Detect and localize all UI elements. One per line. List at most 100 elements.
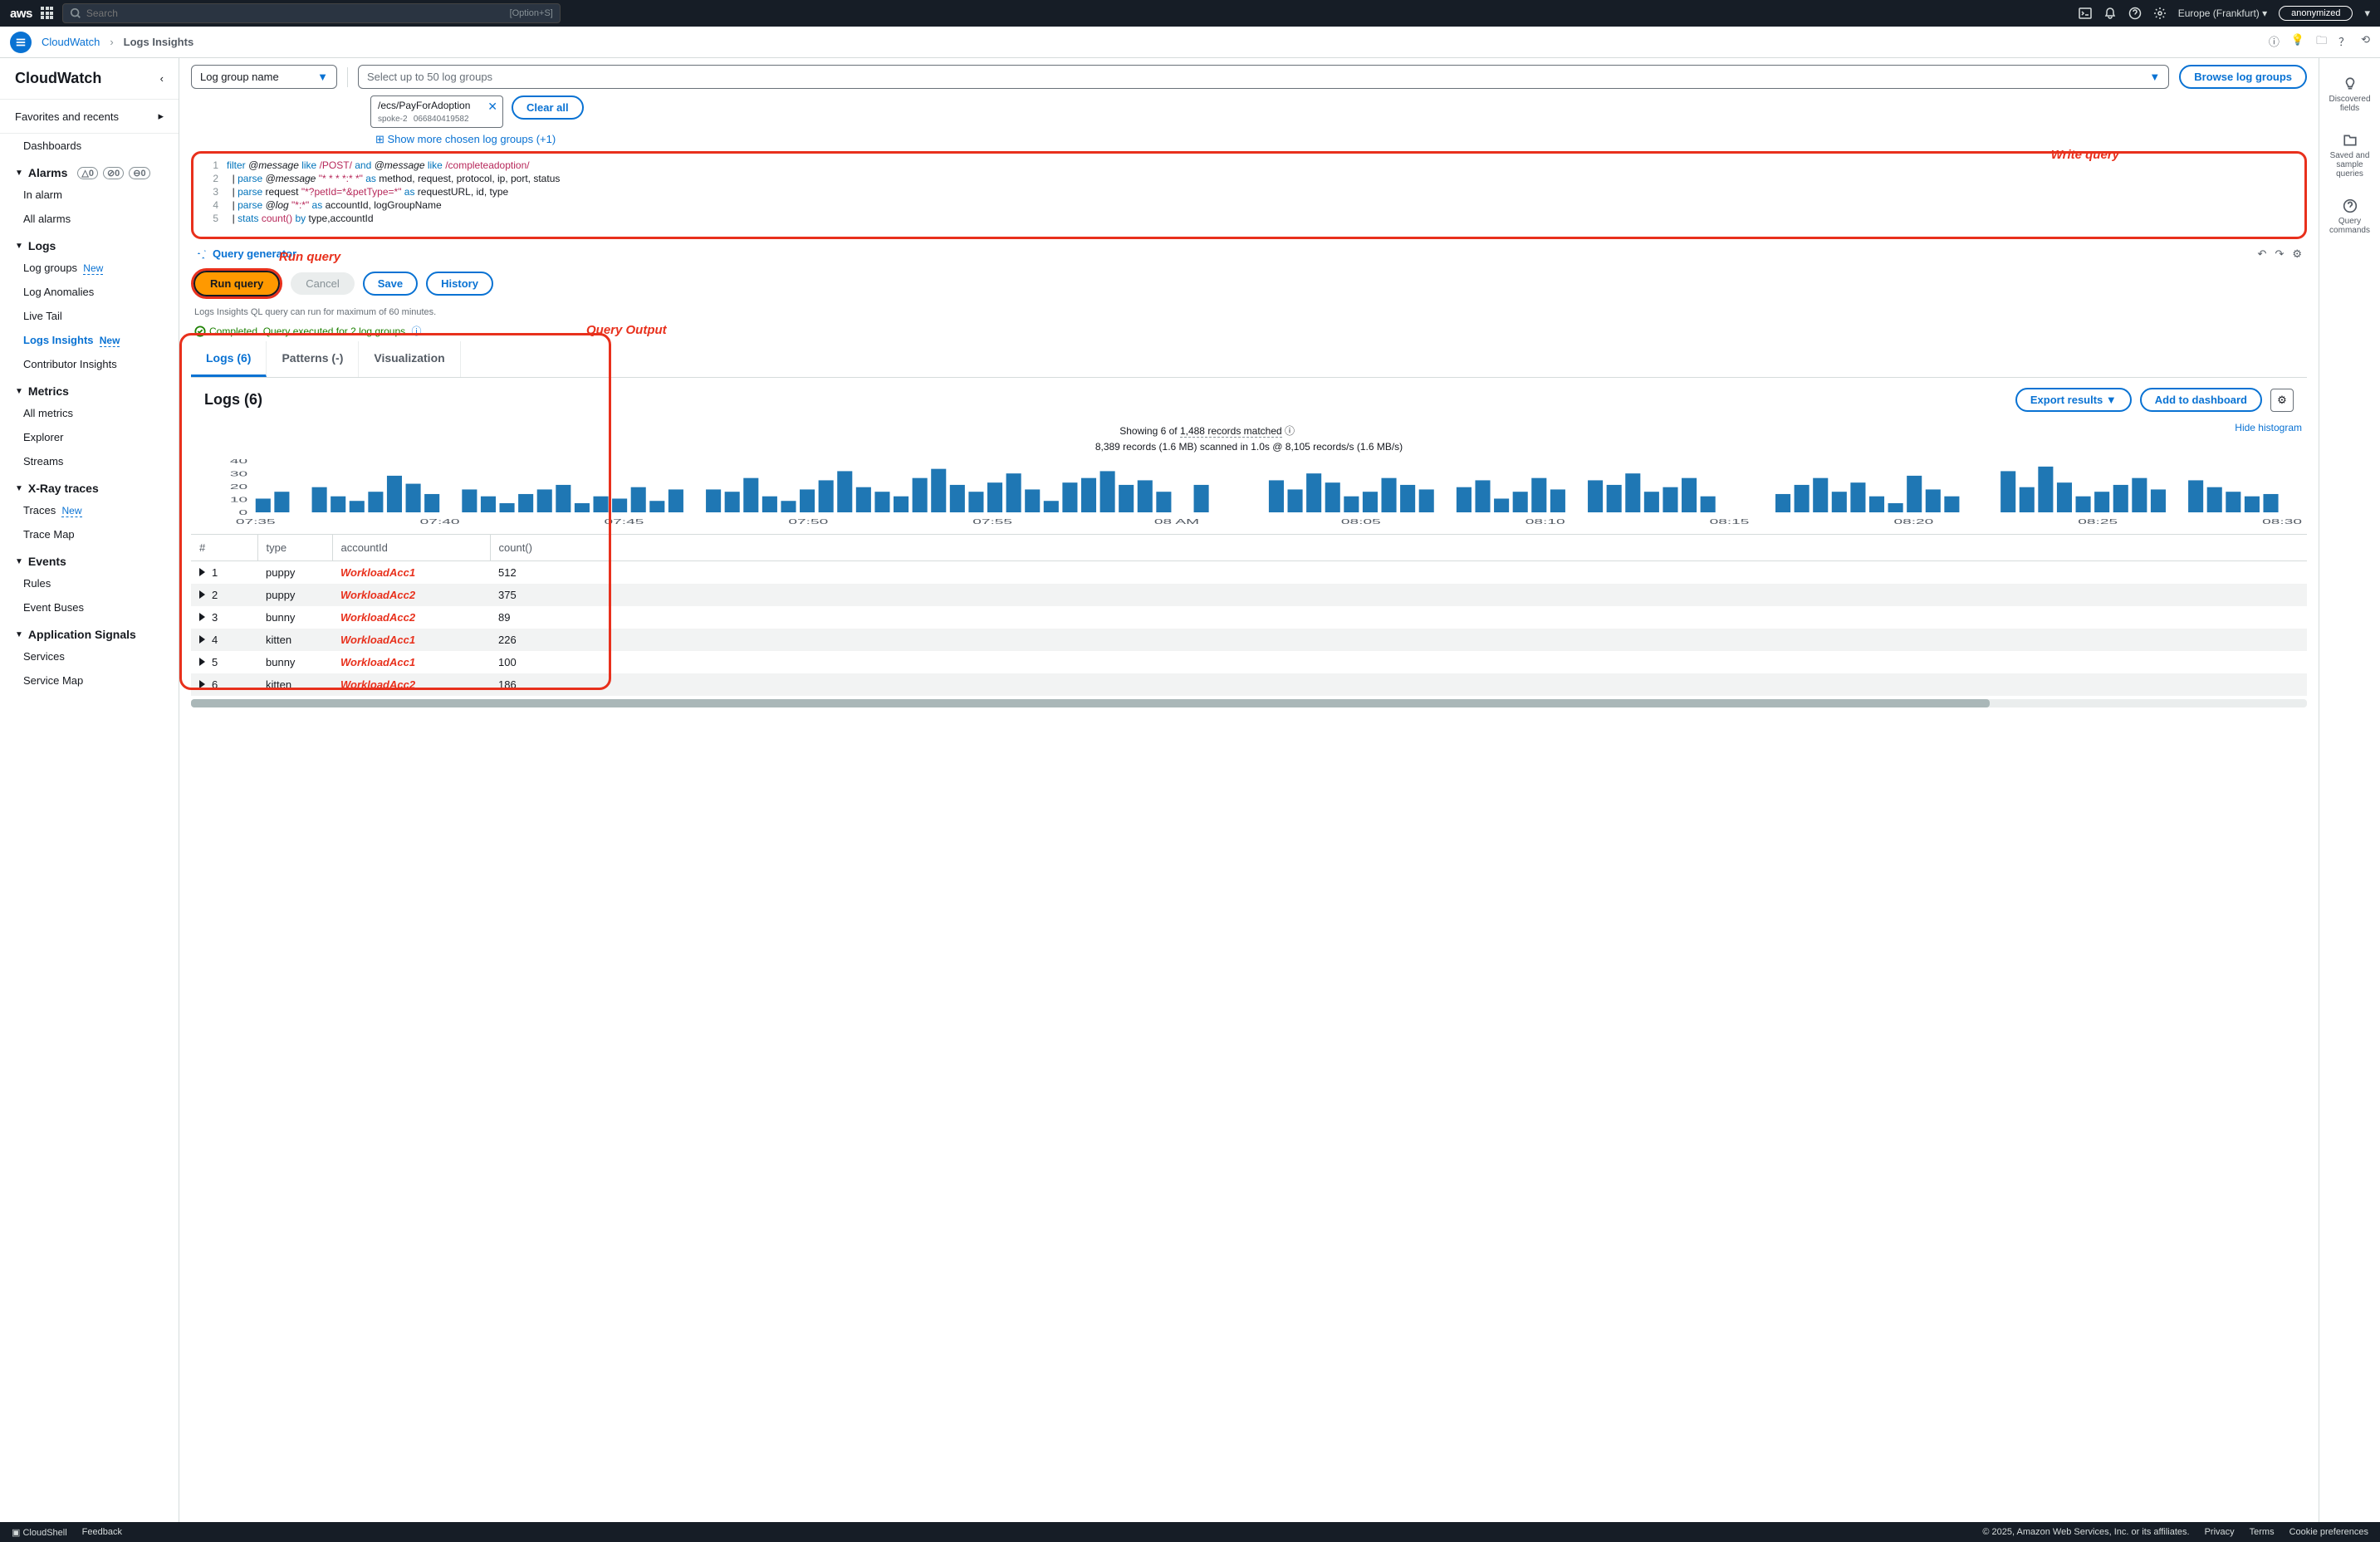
column-header[interactable]: accountId [332,535,490,561]
info-icon[interactable]: ⓘ [1285,425,1295,437]
search-input[interactable] [86,7,505,19]
query-code[interactable]: filter @message like /POST/ and @message… [227,159,2304,232]
settings-icon[interactable] [2153,7,2167,20]
cookie-prefs-link[interactable]: Cookie preferences [2289,1527,2368,1537]
lightbulb-icon[interactable]: 💡 [2291,33,2304,51]
sidebar-item[interactable]: Traces New [0,498,179,522]
clear-all-button[interactable]: Clear all [512,95,584,120]
sidebar-item[interactable]: Live Tail [0,304,179,328]
sidebar-item[interactable]: Explorer [0,425,179,449]
results-settings-icon[interactable]: ⚙ [2270,389,2294,412]
tab-patterns[interactable]: Patterns (-) [267,341,359,377]
sidebar-item[interactable]: Rules [0,571,179,595]
sidebar-item[interactable]: All alarms [0,207,179,231]
table-row[interactable]: 6kittenWorkloadAcc2186 [191,673,2307,696]
help-icon[interactable] [2128,7,2142,20]
table-row[interactable]: 4kittenWorkloadAcc1226 [191,629,2307,651]
info-icon[interactable]: ⓘ [2269,33,2280,51]
svg-text:0: 0 [239,509,248,516]
add-to-dashboard-button[interactable]: Add to dashboard [2140,388,2262,412]
breadcrumb-bar: CloudWatch › Logs Insights ⓘ 💡 🗀 ？ ⟲ [0,27,2380,58]
services-grid-icon[interactable] [41,7,54,20]
breadcrumb-service[interactable]: CloudWatch [42,36,100,48]
expand-row-icon[interactable] [199,613,205,621]
sidebar-section[interactable]: ▼ Alarms △0⊘0⊖0 [0,158,179,183]
run-query-button[interactable]: Run query [193,271,280,296]
histogram-chart[interactable]: 40302010007:3507:4007:4507:5007:5508 AM0… [196,459,2302,526]
sidebar-item[interactable]: Streams [0,449,179,473]
sidebar-item[interactable]: Dashboards [0,134,179,158]
user-menu[interactable]: anonymized [2279,6,2353,21]
sidebar-section[interactable]: ▼ Logs [0,231,179,256]
export-results-button[interactable]: Export results ▼ [2015,388,2132,412]
sidebar-section[interactable]: ▼ X-Ray traces [0,473,179,498]
sidebar-favorites[interactable]: Favorites and recents▸ [0,100,179,134]
region-selector[interactable]: Europe (Frankfurt) ▾ [2178,7,2267,19]
privacy-link[interactable]: Privacy [2205,1527,2235,1537]
feedback-link[interactable]: Feedback [82,1527,122,1537]
column-header[interactable]: type [257,535,332,561]
tab-logs[interactable]: Logs (6) [191,341,267,377]
expand-row-icon[interactable] [199,658,205,666]
query-hint: Logs Insights QL query can run for maxim… [179,304,2319,321]
sidebar-section[interactable]: ▼ Metrics [0,376,179,401]
user-caret[interactable]: ▾ [2364,7,2370,20]
discovered-fields-button[interactable]: Discovered fields [2319,66,2380,123]
undo-icon[interactable]: ↶ [2258,247,2267,261]
redo-icon[interactable]: ↷ [2275,247,2284,261]
sidebar-item[interactable]: Service Map [0,668,179,693]
sidebar-item[interactable]: All metrics [0,401,179,425]
notifications-icon[interactable] [2103,7,2117,20]
query-generator-link[interactable]: Query generator [179,239,313,268]
folder-icon[interactable]: 🗀 [2316,33,2327,51]
query-settings-icon[interactable]: ⚙ [2292,247,2302,261]
hamburger-menu-icon[interactable] [10,32,32,53]
info-icon[interactable]: ⓘ [411,324,421,338]
table-row[interactable]: 5bunnyWorkloadAcc1100 [191,651,2307,673]
sidebar-item[interactable]: Log Anomalies [0,280,179,304]
column-header[interactable]: count() [490,535,2307,561]
refresh-icon[interactable]: ⟲ [2361,33,2370,51]
table-row[interactable]: 1puppyWorkloadAcc1512 [191,561,2307,585]
sidebar-section[interactable]: ▼ Application Signals [0,619,179,644]
sidebar-item[interactable]: Services [0,644,179,668]
history-button[interactable]: History [426,272,493,296]
tab-visualization[interactable]: Visualization [359,341,460,377]
query-commands-button[interactable]: Query commands [2319,188,2380,245]
table-row[interactable]: 3bunnyWorkloadAcc289 [191,606,2307,629]
sidebar-item[interactable]: Log groups New [0,256,179,280]
horizontal-scrollbar[interactable] [191,699,2307,707]
sidebar-item[interactable]: Trace Map [0,522,179,546]
log-group-by-dropdown[interactable]: Log group name▼ [191,65,337,89]
expand-row-icon[interactable] [199,590,205,599]
expand-row-icon[interactable] [199,680,205,688]
saved-queries-button[interactable]: Saved and sample queries [2319,123,2380,188]
expand-row-icon[interactable] [199,635,205,644]
sidebar-item[interactable]: Event Buses [0,595,179,619]
cloudshell-link[interactable]: ▣ CloudShell [12,1527,67,1538]
hide-histogram-link[interactable]: Hide histogram [2235,422,2302,433]
column-header[interactable]: # [191,535,257,561]
log-group-select-dropdown[interactable]: Select up to 50 log groups▼ [358,65,2169,89]
aws-logo[interactable]: aws [10,7,32,21]
sidebar-item[interactable]: Logs Insights New [0,328,179,352]
remove-chip-icon[interactable]: ✕ [487,100,497,114]
save-query-button[interactable]: Save [363,272,418,296]
browse-log-groups-button[interactable]: Browse log groups [2179,65,2307,89]
results-summary-2: 8,389 records (1.6 MB) scanned in 1.0s @… [179,439,2319,454]
show-more-log-groups[interactable]: ⊞ Show more chosen log groups (+1) [179,131,2319,151]
svg-text:20: 20 [230,483,247,491]
results-summary-1: Showing 6 of 1,488 records matched ⓘ [179,422,2319,439]
sidebar-item[interactable]: In alarm [0,183,179,207]
sidebar-item[interactable]: Contributor Insights [0,352,179,376]
terms-link[interactable]: Terms [2250,1527,2275,1537]
chip-title: /ecs/PayForAdoption [378,100,496,111]
expand-row-icon[interactable] [199,568,205,576]
help-circle-icon[interactable]: ？ [2338,33,2349,51]
table-row[interactable]: 2puppyWorkloadAcc2375 [191,584,2307,606]
cloudshell-icon[interactable] [2079,7,2092,20]
global-search[interactable]: [Option+S] [62,3,561,23]
collapse-sidebar-icon[interactable]: ‹ [160,72,164,85]
query-editor[interactable]: 12345 filter @message like /POST/ and @m… [191,151,2307,239]
sidebar-section[interactable]: ▼ Events [0,546,179,571]
